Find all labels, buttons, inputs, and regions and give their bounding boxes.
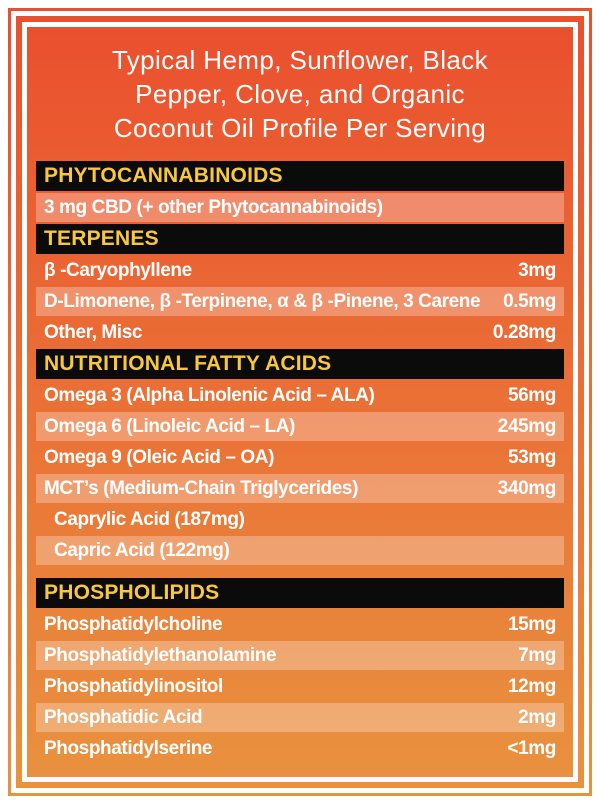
section-header-nutritional-fatty-acids: NUTRITIONAL FATTY ACIDS bbox=[36, 349, 564, 379]
table-row: Phosphatidylinositol 12mg bbox=[36, 672, 564, 701]
outer-orange-border: Typical Hemp, Sunflower, Black Pepper, C… bbox=[8, 8, 592, 796]
row-value: 0.5mg bbox=[503, 291, 556, 312]
row-value: 12mg bbox=[507, 676, 556, 697]
title-line-1: Typical Hemp, Sunflower, Black bbox=[111, 45, 489, 75]
row-value: 53mg bbox=[507, 447, 556, 468]
table-row: Caprylic Acid (187mg) bbox=[36, 505, 564, 534]
table-row: 3 mg CBD (+ other Phytocannabinoids) bbox=[36, 193, 564, 222]
row-label: MCT’s (Medium-Chain Triglycerides) bbox=[44, 478, 359, 499]
row-value: <1mg bbox=[507, 738, 556, 759]
table-row: Omega 3 (Alpha Linolenic Acid – ALA) 56mg bbox=[36, 381, 564, 410]
section-header-phytocannabinoids: PHYTOCANNABINOIDS bbox=[36, 161, 564, 191]
page-title: Typical Hemp, Sunflower, Black Pepper, C… bbox=[36, 27, 564, 161]
table-row: β -Caryophyllene 3mg bbox=[36, 256, 564, 285]
row-label: β -Caryophyllene bbox=[44, 260, 192, 281]
row-label: Omega 6 (Linoleic Acid – LA) bbox=[44, 416, 295, 437]
section-header-phospholipids: PHOSPHOLIPIDS bbox=[36, 578, 564, 608]
row-label: Omega 3 (Alpha Linolenic Acid – ALA) bbox=[44, 385, 375, 406]
row-value: 340mg bbox=[497, 478, 557, 499]
table-row: Omega 6 (Linoleic Acid – LA) 245mg bbox=[36, 412, 564, 441]
row-label: Other, Misc bbox=[44, 322, 143, 343]
row-label: 3 mg CBD (+ other Phytocannabinoids) bbox=[44, 197, 383, 218]
row-value: 56mg bbox=[507, 385, 556, 406]
table-row: Phosphatidylserine <1mg bbox=[36, 734, 564, 763]
row-label: D-Limonene, β -Terpinene, α & β -Pinene,… bbox=[44, 291, 481, 312]
inner-white-keyline: Typical Hemp, Sunflower, Black Pepper, C… bbox=[22, 22, 578, 782]
row-value: 15mg bbox=[507, 614, 556, 635]
row-label: Phosphatidylinositol bbox=[44, 676, 223, 697]
row-label: Phosphatidylcholine bbox=[44, 614, 223, 635]
outer-white-gap: Typical Hemp, Sunflower, Black Pepper, C… bbox=[11, 11, 589, 793]
row-label: Capric Acid (122mg) bbox=[54, 540, 230, 561]
row-label: Phosphatidylserine bbox=[44, 738, 213, 759]
section-header-terpenes: TERPENES bbox=[36, 224, 564, 254]
table-row: Capric Acid (122mg) bbox=[36, 536, 564, 565]
title-line-3: Coconut Oil Profile Per Serving bbox=[113, 113, 487, 143]
row-label: Phosphatidic Acid bbox=[44, 707, 203, 728]
label-body: Typical Hemp, Sunflower, Black Pepper, C… bbox=[16, 16, 584, 788]
table-row: Omega 9 (Oleic Acid – OA) 53mg bbox=[36, 443, 564, 472]
label-content: Typical Hemp, Sunflower, Black Pepper, C… bbox=[27, 27, 573, 777]
title-line-2: Pepper, Clove, and Organic bbox=[135, 79, 465, 109]
row-value: 7mg bbox=[518, 645, 556, 666]
row-value: 0.28mg bbox=[492, 322, 556, 343]
row-value: 2mg bbox=[518, 707, 556, 728]
table-row: Other, Misc 0.28mg bbox=[36, 318, 564, 347]
nutrition-table: PHYTOCANNABINOIDS 3 mg CBD (+ other Phyto… bbox=[36, 161, 564, 763]
row-label: Phosphatidylethanolamine bbox=[44, 645, 277, 666]
table-row: Phosphatidylethanolamine 7mg bbox=[36, 641, 564, 670]
row-label: Caprylic Acid (187mg) bbox=[54, 509, 245, 530]
row-label: Omega 9 (Oleic Acid – OA) bbox=[44, 447, 275, 468]
table-row: Phosphatidic Acid 2mg bbox=[36, 703, 564, 732]
table-row: Phosphatidylcholine 15mg bbox=[36, 610, 564, 639]
table-row: MCT’s (Medium-Chain Triglycerides) 340mg bbox=[36, 474, 564, 503]
row-value: 3mg bbox=[518, 260, 556, 281]
table-row: D-Limonene, β -Terpinene, α & β -Pinene,… bbox=[36, 287, 564, 316]
row-value: 245mg bbox=[497, 416, 557, 437]
